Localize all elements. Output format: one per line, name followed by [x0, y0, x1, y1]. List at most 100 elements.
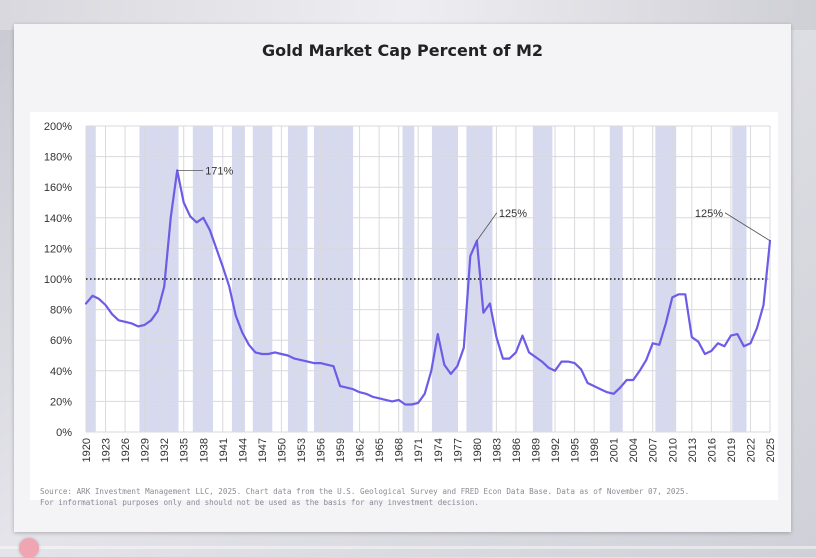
x-tick-label: 1980 — [472, 438, 484, 462]
data-point — [391, 400, 393, 403]
data-point — [664, 322, 667, 325]
data-point — [339, 385, 341, 387]
data-point — [143, 324, 146, 326]
x-tick-label: 1968 — [394, 438, 406, 462]
data-point — [756, 327, 758, 329]
data-point — [684, 293, 687, 296]
data-point — [189, 215, 192, 218]
y-tick-label: 0% — [56, 427, 72, 439]
data-point — [274, 351, 276, 354]
series-line — [84, 169, 772, 406]
video-progress-track[interactable] — [0, 546, 816, 549]
data-point — [521, 334, 524, 337]
y-tick-label: 180% — [44, 152, 72, 164]
data-point — [150, 319, 152, 322]
data-point — [111, 313, 113, 315]
data-point — [241, 331, 244, 334]
x-tick-label: 1953 — [296, 438, 308, 462]
data-point — [606, 391, 608, 394]
data-point — [508, 357, 511, 360]
data-point — [717, 342, 719, 345]
data-point — [384, 399, 387, 401]
y-tick-label: 80% — [50, 305, 72, 317]
source-line-1: Source: ARK Investment Management LLC, 2… — [40, 487, 690, 496]
data-point — [397, 399, 400, 401]
y-tick-label: 200% — [44, 121, 72, 133]
data-point — [313, 362, 315, 364]
data-point — [593, 385, 595, 387]
data-point — [326, 363, 328, 366]
data-point — [287, 354, 289, 357]
data-point — [215, 247, 218, 250]
data-point — [697, 340, 700, 343]
annotation-label: 171% — [205, 165, 233, 177]
x-tick-label: 1998 — [589, 438, 601, 462]
data-point — [137, 325, 139, 328]
annotation-leader — [724, 212, 771, 242]
data-point — [267, 353, 270, 355]
data-point — [261, 353, 263, 355]
plot-area: 0% 20% 40% 60% 80% 100% 120% 140% 160% 180% 200% 19… — [30, 112, 778, 500]
data-point — [638, 370, 641, 372]
x-tick-label: 1950 — [276, 438, 288, 462]
data-point — [541, 360, 543, 363]
data-point — [85, 302, 87, 305]
y-tick-label: 120% — [44, 243, 72, 255]
data-point — [91, 295, 94, 297]
x-tick-label: 2010 — [667, 438, 679, 462]
data-point — [332, 365, 335, 368]
data-point — [443, 363, 446, 366]
data-point — [208, 229, 211, 231]
data-point — [691, 336, 693, 338]
data-point — [489, 302, 491, 305]
y-tick-label: 100% — [44, 274, 72, 286]
x-tick-label: 1935 — [179, 438, 191, 462]
data-point — [248, 343, 250, 346]
data-point — [586, 382, 589, 384]
data-point — [554, 370, 556, 372]
x-tick-label: 2019 — [726, 438, 738, 462]
data-point — [515, 351, 517, 354]
data-point — [182, 201, 185, 204]
data-point — [423, 392, 426, 395]
data-point — [228, 285, 231, 288]
x-tick-label: 1959 — [335, 438, 347, 462]
data-point — [580, 368, 582, 371]
data-point — [567, 360, 569, 363]
annotation-label: 125% — [695, 208, 723, 220]
y-tick-label: 60% — [50, 335, 72, 347]
data-point — [436, 333, 439, 335]
data-point — [130, 322, 133, 325]
data-point — [658, 343, 661, 346]
data-point — [417, 402, 420, 404]
data-point — [430, 370, 433, 372]
data-point — [463, 347, 465, 349]
data-point — [547, 366, 550, 369]
data-point — [612, 392, 615, 395]
data-point — [222, 265, 224, 268]
data-point — [365, 392, 367, 395]
data-point — [678, 293, 680, 296]
data-point — [495, 336, 498, 338]
data-point — [599, 388, 602, 390]
x-tick-label: 1983 — [491, 438, 503, 462]
data-point — [625, 379, 628, 381]
data-point — [378, 397, 380, 400]
data-point — [104, 304, 107, 306]
data-point — [404, 403, 407, 406]
data-point — [124, 321, 126, 323]
data-point — [254, 351, 257, 354]
video-progress-knob[interactable] — [19, 538, 39, 558]
y-tick-label: 40% — [50, 366, 72, 378]
data-point — [293, 357, 296, 360]
x-tick-label: 2022 — [745, 438, 757, 462]
x-tick-label: 1926 — [120, 438, 132, 462]
x-tick-label: 1989 — [530, 438, 542, 462]
x-tick-label: 1974 — [433, 438, 445, 462]
data-point — [410, 403, 413, 406]
x-tick-label: 2004 — [628, 438, 640, 462]
x-tick-label: 2001 — [609, 438, 621, 462]
data-point — [235, 314, 237, 317]
data-point — [749, 342, 752, 345]
data-point — [358, 391, 361, 394]
